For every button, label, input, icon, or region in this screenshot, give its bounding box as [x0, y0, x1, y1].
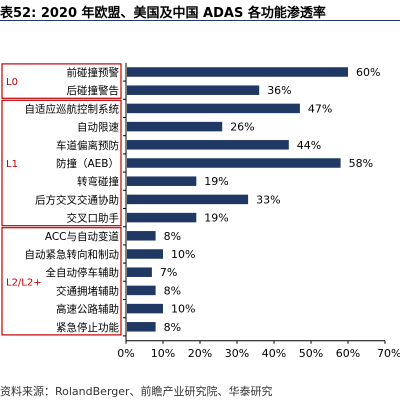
category-label-2: 自适应巡航控制系统 — [25, 102, 120, 115]
bar-2 — [127, 103, 300, 114]
bar-3 — [127, 121, 223, 132]
group-box-1 — [1, 99, 122, 227]
category-label-10: 自动紧急转向和制动 — [25, 248, 120, 261]
value-label-0: 60% — [356, 66, 380, 79]
value-label-11: 7% — [160, 266, 177, 279]
bar-8 — [127, 212, 197, 223]
bar-13 — [127, 303, 163, 314]
value-label-13: 10% — [171, 303, 195, 316]
source-note: 资料来源：RolandBerger、前瞻产业研究院、华泰研究 — [0, 385, 273, 398]
bar-6 — [127, 176, 197, 186]
value-label-14: 8% — [164, 321, 181, 334]
category-label-11: 全自动停车辅助 — [46, 266, 120, 279]
group-box-0 — [1, 63, 122, 99]
x-tick-label-0: 0% — [117, 347, 134, 360]
category-label-13: 高速公路辅助 — [56, 303, 119, 316]
bar-4 — [127, 140, 289, 150]
value-label-1: 36% — [267, 84, 291, 97]
value-label-6: 19% — [204, 175, 228, 188]
bar-0 — [127, 67, 348, 77]
value-label-3: 26% — [230, 121, 254, 134]
value-label-7: 33% — [256, 193, 280, 206]
category-label-3: 自动限速 — [77, 121, 119, 134]
group-label-2: L2/L2+ — [6, 277, 42, 288]
bar-11 — [127, 267, 152, 277]
group-label-1: L1 — [6, 159, 18, 170]
category-label-7: 后方交叉交通协助 — [35, 193, 119, 206]
group-box-2 — [1, 227, 122, 336]
x-tick-label-6: 60% — [336, 347, 360, 360]
title-divider — [0, 20, 400, 21]
bar-14 — [127, 322, 156, 332]
category-label-9: ACC与自动变道 — [45, 230, 120, 243]
chart-title: 表52: 2020 年欧盟、美国及中国 ADAS 各功能渗透率 — [0, 6, 326, 21]
value-label-5: 58% — [349, 157, 373, 170]
category-label-0: 前碰撞预警 — [67, 66, 120, 79]
category-label-4: 车道偏离预防 — [56, 139, 119, 152]
category-label-5: 防撞（AEB） — [56, 157, 119, 170]
value-label-8: 19% — [204, 212, 228, 225]
value-label-4: 44% — [297, 139, 321, 152]
bar-1 — [127, 85, 260, 95]
x-tick-label-7: 70% — [377, 347, 400, 360]
x-tick-label-1: 10% — [151, 347, 175, 360]
category-label-1: 后碰撞警告 — [67, 84, 120, 97]
x-tick-label-2: 20% — [188, 347, 212, 360]
x-tick-label-4: 40% — [262, 347, 286, 360]
category-label-14: 紧急停止功能 — [56, 321, 119, 334]
bar-9 — [127, 231, 156, 241]
value-label-12: 8% — [164, 284, 181, 297]
x-tick-label-3: 30% — [225, 347, 249, 360]
bar-12 — [127, 285, 156, 296]
value-label-2: 47% — [308, 102, 332, 115]
bar-7 — [127, 194, 249, 205]
category-label-8: 交叉口助手 — [67, 212, 120, 225]
bar-5 — [127, 158, 341, 168]
group-label-0: L0 — [6, 77, 18, 88]
bar-10 — [127, 249, 163, 259]
category-label-6: 转弯碰撞 — [77, 175, 119, 188]
value-label-10: 10% — [171, 248, 195, 261]
category-label-12: 交通拥堵辅助 — [56, 284, 119, 297]
value-label-9: 8% — [164, 230, 181, 243]
x-tick-label-5: 50% — [299, 347, 323, 360]
